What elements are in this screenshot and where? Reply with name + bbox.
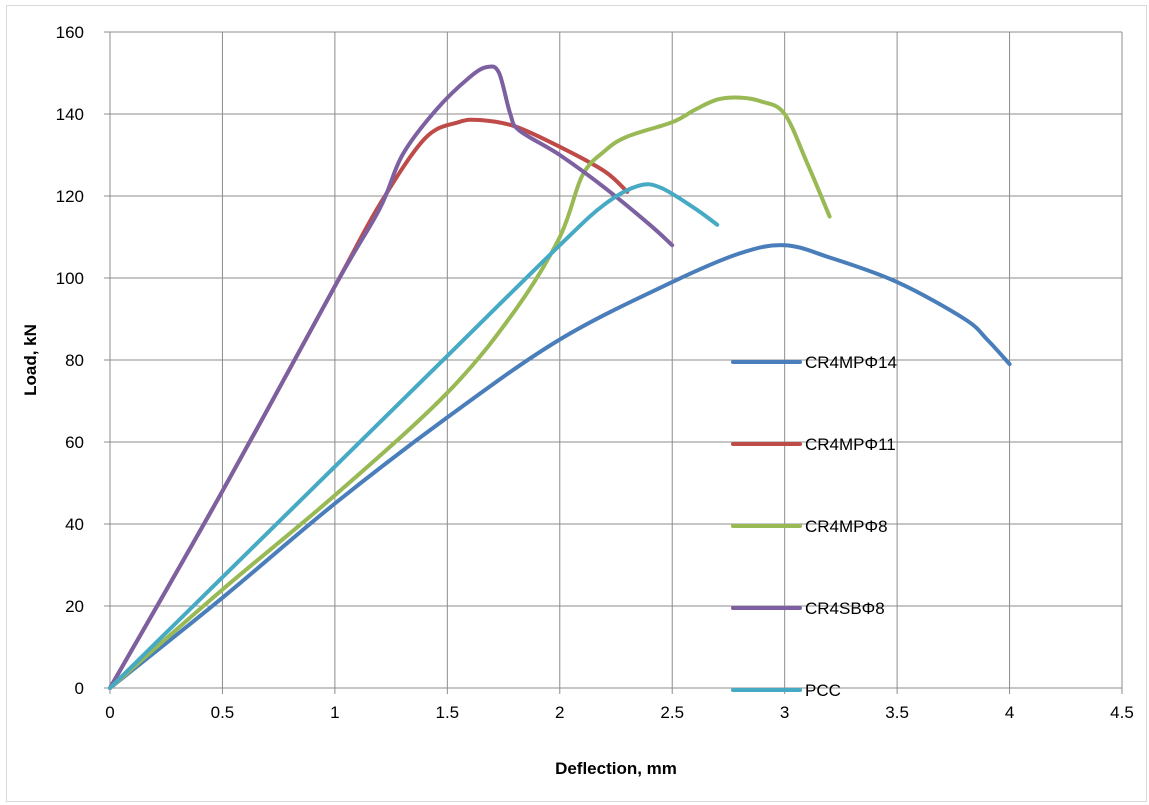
x-tick-label: 3 xyxy=(780,703,789,722)
y-tick-label: 140 xyxy=(56,105,84,124)
y-tick-label: 100 xyxy=(56,269,84,288)
series-line-0 xyxy=(108,243,1012,690)
x-tick-label: 4.5 xyxy=(1110,703,1134,722)
x-tick-label: 2 xyxy=(555,703,564,722)
series-line-2 xyxy=(108,95,832,690)
y-tick-label: 120 xyxy=(56,187,84,206)
x-tick-label: 0.5 xyxy=(211,703,235,722)
legend-label: CR4MPΦ8 xyxy=(805,517,888,536)
series-line-1 xyxy=(108,117,630,690)
x-tick-label: 3.5 xyxy=(885,703,909,722)
legend-item: CR4SBΦ8 xyxy=(731,599,885,618)
legend-item: CR4MPΦ11 xyxy=(731,435,896,454)
x-tick-label: 2.5 xyxy=(660,703,684,722)
y-tick-label: 160 xyxy=(56,23,84,42)
legend-item: PCC xyxy=(731,681,841,700)
x-axis-title: Deflection, mm xyxy=(555,759,677,778)
series-lines xyxy=(108,64,1012,690)
series-line-4 xyxy=(108,182,720,690)
x-tick-label: 4 xyxy=(1005,703,1014,722)
x-tick-label: 1 xyxy=(330,703,339,722)
y-tick-label: 40 xyxy=(65,515,84,534)
y-tick-label: 60 xyxy=(65,433,84,452)
legend: CR4MPΦ14 CR4MPΦ11 CR4MPΦ8 CR4SBΦ8 PCC xyxy=(731,353,897,700)
y-axis-title: Load, kN xyxy=(21,324,40,396)
x-tick-label: 0 xyxy=(105,703,114,722)
legend-label: CR4MPΦ11 xyxy=(805,435,896,454)
legend-label: PCC xyxy=(805,681,841,700)
legend-item: CR4MPΦ14 xyxy=(731,353,897,372)
y-tick-label: 20 xyxy=(65,597,84,616)
x-tick-label: 1.5 xyxy=(436,703,460,722)
legend-label: CR4MPΦ14 xyxy=(805,353,897,372)
tick-labels: 0 0.5 1 1.5 2 2.5 3 3.5 4 4.5 0 20 40 60 80 100 120 140 16… xyxy=(56,23,1134,722)
y-tick-label: 80 xyxy=(65,351,84,370)
series-line-3 xyxy=(108,64,675,690)
chart-frame xyxy=(6,5,1147,802)
legend-label: CR4SBΦ8 xyxy=(805,599,885,618)
y-tick-label: 0 xyxy=(75,679,84,698)
legend-item: CR4MPΦ8 xyxy=(731,517,888,536)
grid xyxy=(104,31,1123,694)
